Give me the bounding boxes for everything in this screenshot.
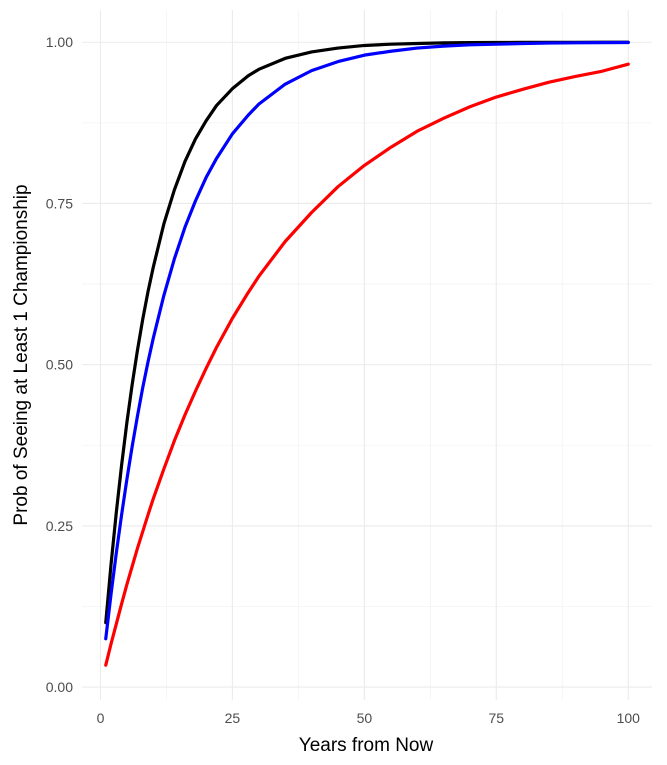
x-tick-label: 0 xyxy=(97,710,105,726)
y-tick-label: 0.50 xyxy=(46,357,73,373)
x-axis-title: Years from Now xyxy=(299,735,434,756)
y-tick-label: 0.00 xyxy=(46,679,73,695)
x-tick-label: 25 xyxy=(225,710,241,726)
series-line-blue xyxy=(104,40,630,641)
x-axis-tick-labels: 0 25 50 75 100 xyxy=(97,710,641,726)
major-gridlines xyxy=(82,10,652,700)
series-line-black xyxy=(104,40,630,625)
y-tick-label: 0.75 xyxy=(46,195,73,211)
minor-gridlines xyxy=(82,10,652,700)
series-line-red xyxy=(104,62,630,667)
y-tick-label: 0.25 xyxy=(46,518,73,534)
series-lines xyxy=(104,40,630,667)
y-axis-tick-labels: 0.00 0.25 0.50 0.75 1.00 xyxy=(46,34,73,695)
y-axis-title: Prob of Seeing at Least 1 Championship xyxy=(11,184,32,525)
x-tick-label: 75 xyxy=(489,710,505,726)
x-tick-label: 50 xyxy=(357,710,373,726)
y-tick-label: 1.00 xyxy=(46,34,73,50)
x-tick-label: 100 xyxy=(617,710,641,726)
